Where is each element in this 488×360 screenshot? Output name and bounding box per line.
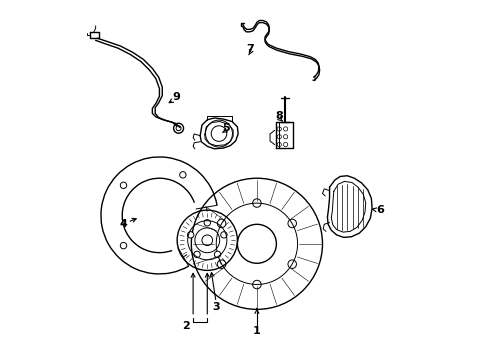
Text: 6: 6 — [375, 205, 383, 215]
Circle shape — [203, 220, 210, 226]
Text: 4: 4 — [119, 219, 127, 229]
Circle shape — [220, 232, 226, 238]
Text: 2: 2 — [182, 321, 189, 332]
Circle shape — [187, 232, 193, 238]
Text: 8: 8 — [274, 111, 282, 121]
Text: 9: 9 — [172, 92, 180, 102]
Circle shape — [214, 251, 220, 258]
Text: 3: 3 — [212, 302, 220, 312]
Circle shape — [193, 251, 200, 258]
Text: 7: 7 — [246, 44, 254, 54]
Text: 1: 1 — [252, 327, 260, 336]
Text: 5: 5 — [222, 122, 229, 132]
